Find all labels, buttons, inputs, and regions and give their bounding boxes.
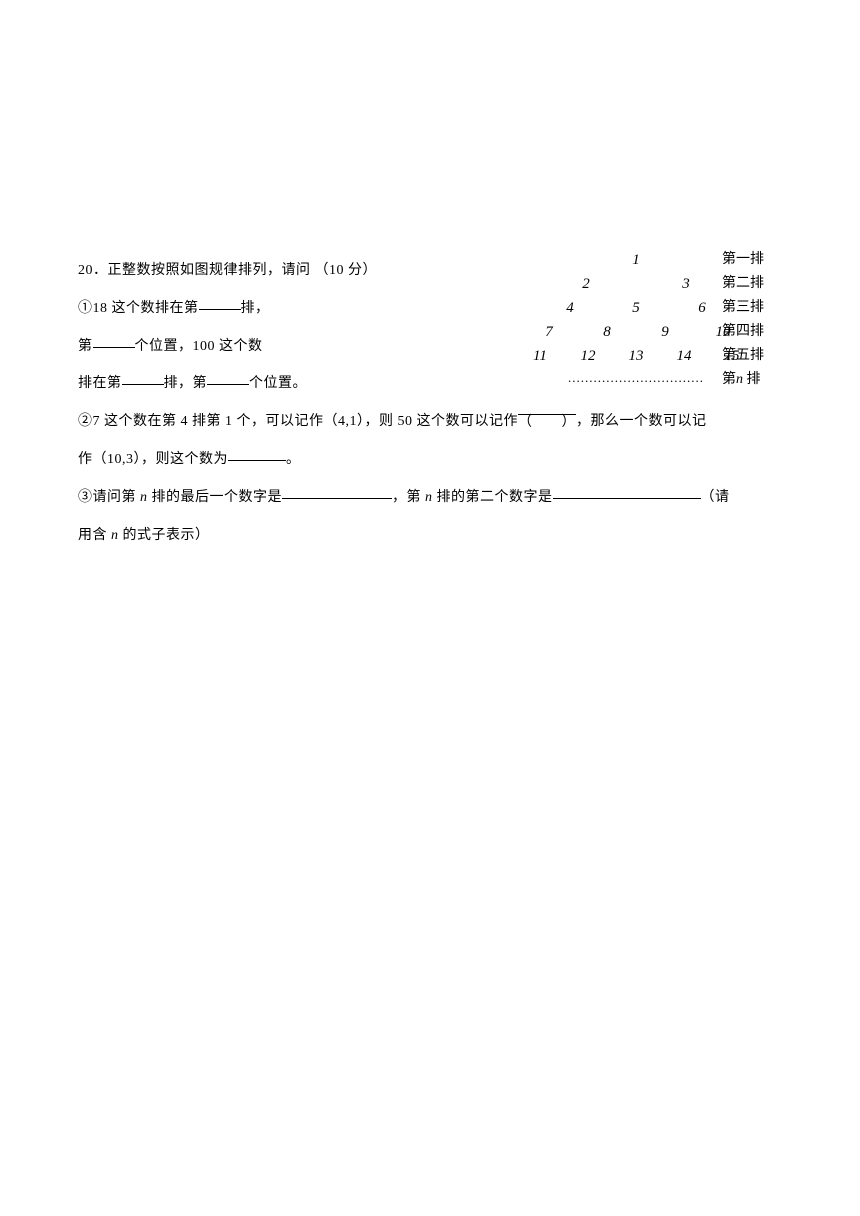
intro-text: 正整数按照如图规律排列，请问 （10 分）	[108, 263, 378, 278]
part1-line2: 第 个位置，100 这个数	[78, 328, 438, 366]
text: ，第	[392, 490, 421, 505]
tri-num: 11	[516, 344, 564, 368]
row-label-1: 第一排	[722, 248, 802, 272]
text: 第	[78, 339, 93, 354]
text: 排，	[241, 301, 270, 316]
row-label-n: 第n 排	[722, 368, 802, 392]
tri-num: 2	[536, 272, 636, 296]
row-label-3: 第三排	[722, 296, 802, 320]
n-variable: n	[111, 528, 119, 543]
text: ②7 这个数在第 4 排第 1 个，可以记作（4,1），则 50 这个数可以记作	[78, 414, 518, 429]
text: ①18 这个数排在第	[78, 301, 199, 316]
text: 排在第	[78, 376, 122, 391]
n-variable: n	[140, 490, 148, 505]
part2-line1: ②7 这个数在第 4 排第 1 个，可以记作（4,1），则 50 这个数可以记作…	[78, 403, 782, 441]
n-variable: n	[425, 490, 433, 505]
tri-num: 3	[636, 272, 736, 296]
text: ③请问第	[78, 490, 136, 505]
tri-num: 8	[578, 320, 636, 344]
text: 的式子表示）	[123, 528, 210, 543]
text: 排的第二个数字是	[437, 490, 553, 505]
blank-input[interactable]	[207, 371, 249, 385]
text: 作（10,3），则这个数为	[78, 452, 228, 467]
part1-line1: ①18 这个数排在第 排，	[78, 290, 438, 328]
text: 个位置，100 这个数	[135, 339, 263, 354]
label-text: 排	[743, 372, 761, 387]
question-number: 20．	[78, 263, 108, 278]
blank-input[interactable]	[122, 371, 164, 385]
question-block: 1 2 3 4 5 6 7 8 9 10 11 12 13 14 15 ....…	[78, 252, 782, 554]
text: 排，第	[164, 376, 208, 391]
tri-num: 14	[660, 344, 708, 368]
blank-input[interactable]	[553, 485, 701, 499]
part3-line2: 用含 n 的式子表示）	[78, 517, 782, 555]
part1-line3: 排在第 排，第 个位置。	[78, 365, 438, 403]
part2-line2: 作（10,3），则这个数为 。	[78, 441, 782, 479]
blank-input[interactable]	[199, 296, 241, 310]
blank-input[interactable]	[93, 334, 135, 348]
text: ，那么一个数可以记	[576, 414, 707, 429]
tri-num: 7	[520, 320, 578, 344]
text: 个位置。	[249, 376, 307, 391]
question-intro: 20．正整数按照如图规律排列，请问 （10 分）	[78, 252, 438, 290]
row-label-5: 第五排	[722, 344, 802, 368]
blank-input[interactable]: （ ）	[518, 401, 576, 415]
label-text: 第	[722, 372, 736, 387]
tri-num: 5	[603, 296, 669, 320]
tri-num: 13	[612, 344, 660, 368]
part3-line1: ③请问第 n 排的最后一个数字是 ，第 n 排的第二个数字是 （请	[78, 479, 782, 517]
n-variable: n	[736, 372, 743, 387]
blank-input[interactable]	[282, 485, 392, 499]
tri-num: 4	[537, 296, 603, 320]
row-label-2: 第二排	[722, 272, 802, 296]
text: 排的最后一个数字是	[152, 490, 283, 505]
text: （请	[701, 490, 730, 505]
tri-num: 9	[636, 320, 694, 344]
tri-num: 12	[564, 344, 612, 368]
row-labels: 第一排 第二排 第三排 第四排 第五排 第n 排	[722, 248, 802, 392]
text: 。	[286, 452, 301, 467]
blank-input[interactable]	[228, 447, 286, 461]
row-label-4: 第四排	[722, 320, 802, 344]
text: 用含	[78, 528, 107, 543]
